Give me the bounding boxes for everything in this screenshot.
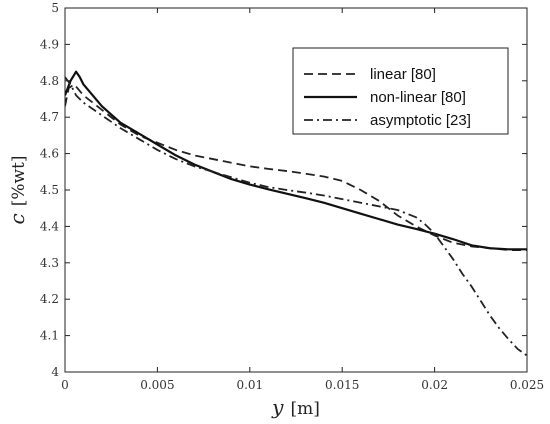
y-axis-label-symbol: c bbox=[5, 213, 29, 224]
legend: linear [80] non-linear [80] asymptotic [23… bbox=[292, 47, 509, 135]
y-tick-label: 4.6 bbox=[40, 147, 59, 161]
y-axis-label: c [%wt] bbox=[5, 155, 29, 224]
x-axis-label-symbol: y bbox=[271, 395, 284, 419]
y-tick-label: 4 bbox=[51, 365, 59, 379]
y-tick-label: 4.8 bbox=[40, 74, 59, 88]
y-tick-label: 4.4 bbox=[40, 219, 59, 233]
y-axis-label-unit: [%wt] bbox=[9, 155, 29, 206]
x-tick-label: 0.02 bbox=[421, 378, 448, 392]
y-tick-label: 4.9 bbox=[40, 37, 59, 51]
y-tick-label: 4.1 bbox=[40, 329, 59, 343]
series-line-0 bbox=[65, 83, 527, 251]
y-tick-label: 5 bbox=[51, 1, 59, 15]
y-axis: 4 4.1 4.2 4.3 4.4 4.5 4.6 4.7 4.8 4.9 5 bbox=[40, 1, 527, 379]
x-axis-label: y [m] bbox=[271, 395, 320, 419]
x-axis: 0 0.005 0.01 0.015 0.02 0.025 bbox=[61, 8, 544, 392]
x-axis-label-unit: [m] bbox=[290, 399, 319, 419]
legend-label-2: asymptotic [23] bbox=[370, 112, 471, 129]
y-tick-label: 4.2 bbox=[40, 292, 59, 306]
legend-label-0: linear [80] bbox=[370, 66, 436, 83]
legend-label-1: non-linear [80] bbox=[370, 89, 466, 106]
x-tick-label: 0.01 bbox=[236, 378, 263, 392]
y-tick-label: 4.3 bbox=[40, 256, 59, 270]
series-line-1 bbox=[65, 70, 527, 251]
x-tick-label: 0.005 bbox=[140, 378, 174, 392]
y-tick-label: 4.7 bbox=[40, 110, 59, 124]
x-tick-label: 0 bbox=[61, 378, 69, 392]
x-tick-label: 0.025 bbox=[510, 378, 544, 392]
x-tick-label: 0.015 bbox=[325, 378, 359, 392]
series-layer bbox=[65, 70, 527, 357]
y-tick-label: 4.5 bbox=[40, 183, 59, 197]
